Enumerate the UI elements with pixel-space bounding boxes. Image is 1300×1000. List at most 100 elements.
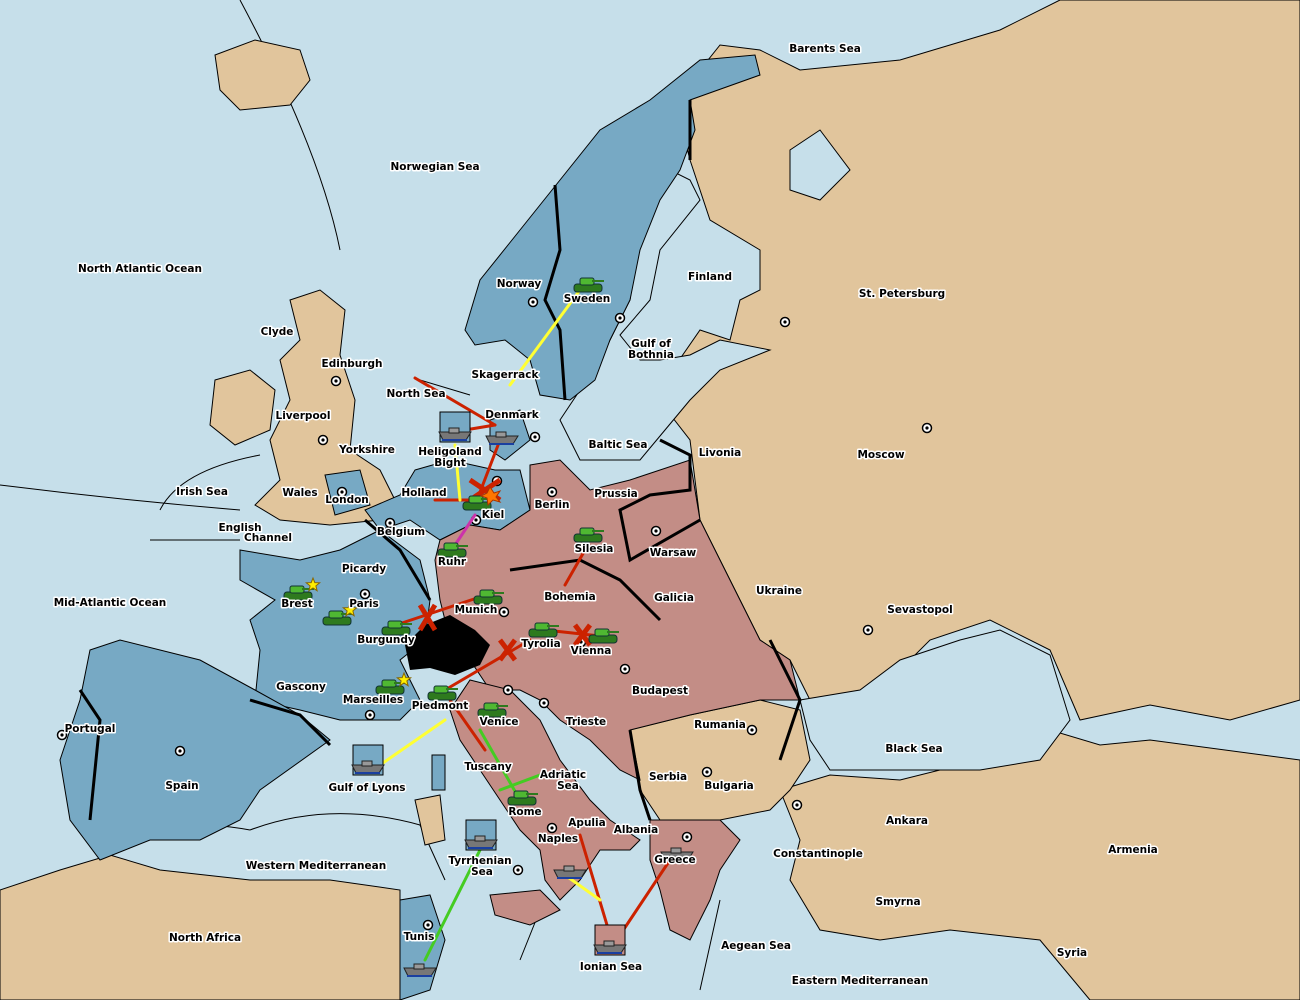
battleship-icon[interactable] bbox=[660, 847, 694, 861]
region-label-adr1[interactable]: Adriatic bbox=[538, 768, 587, 783]
tank-icon[interactable] bbox=[375, 679, 406, 695]
region-label-bothnia2[interactable]: Bothnia bbox=[627, 348, 676, 363]
region-label-ionian[interactable]: Ionian Sea bbox=[578, 960, 643, 975]
region-label-sweden[interactable]: Sweden bbox=[562, 292, 612, 307]
battleship-icon[interactable] bbox=[553, 865, 587, 879]
battleship-icon[interactable] bbox=[351, 760, 385, 774]
region-label-edinburgh[interactable]: Edinburgh bbox=[320, 357, 384, 372]
region-label-munich[interactable]: Munich bbox=[453, 603, 499, 618]
region-label-livonia[interactable]: Livonia bbox=[697, 446, 743, 461]
region-label-wmed[interactable]: Western Mediterranean bbox=[244, 859, 387, 874]
region-label-black[interactable]: Black Sea bbox=[884, 742, 944, 757]
region-label-baltic[interactable]: Baltic Sea bbox=[587, 438, 649, 453]
region-label-trieste[interactable]: Trieste bbox=[564, 715, 607, 730]
region-label-adr2[interactable]: Sea bbox=[556, 779, 581, 794]
region-label-ukraine[interactable]: Ukraine bbox=[755, 584, 804, 599]
region-label-yorkshire[interactable]: Yorkshire bbox=[337, 443, 397, 458]
region-label-heli1[interactable]: Heligoland bbox=[417, 445, 484, 460]
region-label-sevastopol[interactable]: Sevastopol bbox=[886, 603, 954, 618]
region-label-apulia[interactable]: Apulia bbox=[567, 816, 607, 831]
region-label-skag[interactable]: Skagerrack bbox=[470, 368, 541, 383]
region-label-lyons[interactable]: Gulf of Lyons bbox=[327, 781, 407, 796]
tank-icon[interactable] bbox=[528, 622, 559, 638]
region-label-eng1[interactable]: English bbox=[217, 521, 263, 536]
tank-icon[interactable] bbox=[573, 277, 604, 293]
region-label-naples[interactable]: Naples bbox=[536, 832, 579, 847]
region-label-rome[interactable]: Rome bbox=[507, 805, 543, 820]
region-label-picardy[interactable]: Picardy bbox=[340, 562, 387, 577]
region-label-berlin[interactable]: Berlin bbox=[533, 498, 571, 513]
battleship-icon[interactable] bbox=[593, 940, 627, 954]
region-label-finland[interactable]: Finland bbox=[687, 270, 734, 285]
region-label-stp[interactable]: St. Petersburg bbox=[857, 287, 946, 302]
battleship-icon[interactable] bbox=[438, 427, 472, 441]
region-label-natl[interactable]: North Atlantic Ocean bbox=[77, 262, 204, 277]
tank-icon[interactable] bbox=[507, 790, 538, 806]
region-label-venice[interactable]: Venice bbox=[478, 715, 520, 730]
region-label-eng2[interactable]: Channel bbox=[243, 531, 294, 546]
region-label-bulgaria[interactable]: Bulgaria bbox=[703, 779, 756, 794]
region-label-norway[interactable]: Norway bbox=[495, 277, 543, 292]
tank-icon[interactable] bbox=[283, 585, 314, 601]
region-label-naf[interactable]: North Africa bbox=[167, 931, 242, 946]
region-label-denmark[interactable]: Denmark bbox=[484, 408, 542, 423]
region-label-holland[interactable]: Holland bbox=[400, 486, 448, 501]
region-label-irish[interactable]: Irish Sea bbox=[175, 485, 230, 500]
region-label-tunis[interactable]: Tunis bbox=[402, 930, 436, 945]
region-label-wales[interactable]: Wales bbox=[281, 486, 319, 501]
region-label-tyr1[interactable]: Tyrrhenian bbox=[447, 854, 513, 869]
battleship-icon[interactable] bbox=[464, 835, 498, 849]
region-label-heli2[interactable]: Bight bbox=[433, 456, 468, 471]
region-label-portugal[interactable]: Portugal bbox=[63, 722, 117, 737]
region-label-bohemia[interactable]: Bohemia bbox=[543, 590, 597, 605]
region-label-clyde[interactable]: Clyde bbox=[259, 325, 295, 340]
region-label-moscow[interactable]: Moscow bbox=[856, 448, 906, 463]
tank-icon[interactable] bbox=[473, 589, 504, 605]
region-label-serbia[interactable]: Serbia bbox=[647, 770, 688, 785]
region-label-marseilles[interactable]: Marseilles bbox=[341, 693, 404, 708]
region-label-north_sea[interactable]: North Sea bbox=[385, 387, 447, 402]
region-label-emed[interactable]: Eastern Mediterranean bbox=[790, 974, 929, 989]
tank-icon[interactable] bbox=[588, 628, 619, 644]
region-label-spain[interactable]: Spain bbox=[164, 779, 200, 794]
region-label-warsaw[interactable]: Warsaw bbox=[648, 546, 698, 561]
region-label-aegean[interactable]: Aegean Sea bbox=[720, 939, 793, 954]
region-label-budapest[interactable]: Budapest bbox=[631, 684, 690, 699]
region-label-rumania[interactable]: Rumania bbox=[693, 718, 748, 733]
region-label-galicia[interactable]: Galicia bbox=[653, 591, 696, 606]
region-label-piedmont[interactable]: Piedmont bbox=[410, 699, 470, 714]
tank-icon[interactable] bbox=[477, 702, 508, 718]
region-label-albania[interactable]: Albania bbox=[612, 823, 660, 838]
region-label-tyrolia[interactable]: Tyrolia bbox=[520, 637, 562, 652]
region-label-smyrna[interactable]: Smyrna bbox=[874, 895, 922, 910]
region-label-burgundy[interactable]: Burgundy bbox=[356, 633, 417, 648]
region-label-mao[interactable]: Mid-Atlantic Ocean bbox=[52, 596, 168, 611]
region-label-tyr2[interactable]: Sea bbox=[470, 865, 495, 880]
region-label-belgium[interactable]: Belgium bbox=[375, 525, 426, 540]
region-label-norwegian[interactable]: Norwegian Sea bbox=[389, 160, 481, 175]
region-label-london[interactable]: London bbox=[324, 493, 371, 508]
region-label-greece[interactable]: Greece bbox=[653, 853, 697, 868]
region-label-paris[interactable]: Paris bbox=[348, 597, 381, 612]
region-label-barents[interactable]: Barents Sea bbox=[788, 42, 863, 57]
region-label-con[interactable]: Constantinople bbox=[772, 847, 865, 862]
tank-icon[interactable] bbox=[573, 527, 604, 543]
region-label-brest[interactable]: Brest bbox=[280, 597, 315, 612]
battleship-icon[interactable] bbox=[485, 431, 519, 445]
region-label-vienna[interactable]: Vienna bbox=[569, 644, 613, 659]
battleship-icon[interactable] bbox=[403, 963, 437, 977]
region-label-tuscany[interactable]: Tuscany bbox=[463, 760, 514, 775]
tank-icon[interactable] bbox=[322, 610, 353, 626]
region-label-gascony[interactable]: Gascony bbox=[275, 680, 328, 695]
region-label-prussia[interactable]: Prussia bbox=[593, 487, 640, 502]
region-label-bothnia1[interactable]: Gulf of bbox=[630, 337, 673, 352]
region-label-syria[interactable]: Syria bbox=[1055, 946, 1088, 961]
region-label-silesia[interactable]: Silesia bbox=[573, 542, 615, 557]
region-label-liverpool[interactable]: Liverpool bbox=[274, 409, 332, 424]
region-label-ruhr[interactable]: Ruhr bbox=[436, 555, 468, 570]
region-label-ankara[interactable]: Ankara bbox=[885, 814, 930, 829]
tank-icon[interactable] bbox=[437, 542, 468, 558]
tank-icon[interactable] bbox=[381, 620, 412, 636]
region-label-kiel[interactable]: Kiel bbox=[480, 508, 505, 523]
